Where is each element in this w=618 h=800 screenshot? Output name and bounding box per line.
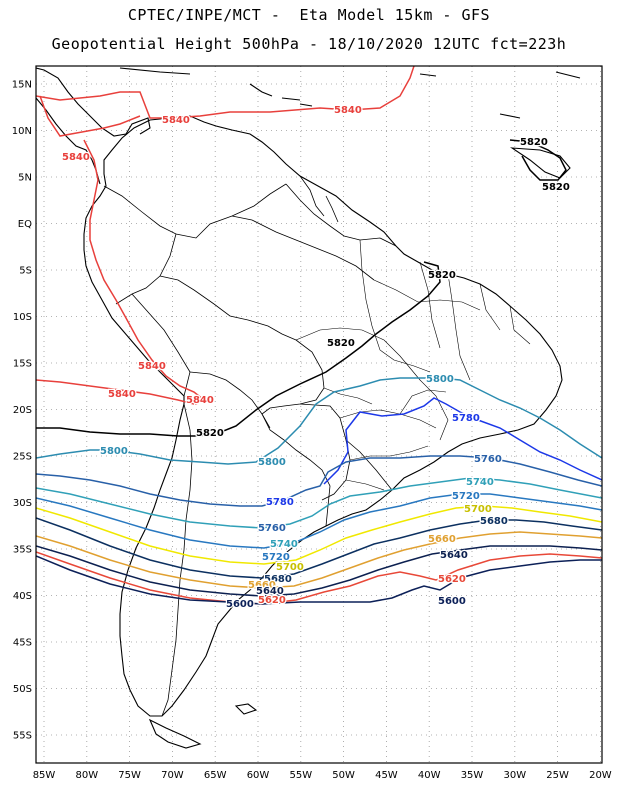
contour-5640	[36, 545, 602, 597]
contour-label-5840: 5840	[108, 389, 136, 400]
contour-label-5780: 5780	[266, 497, 294, 508]
contour-5780	[323, 397, 602, 485]
contour-5820-caribbean	[509, 139, 567, 181]
map-title-line-1: CPTEC/INPE/MCT - Eta Model 15km - GFS	[127, 6, 491, 24]
falklands	[234, 703, 258, 715]
contour-5840-south-pacific	[36, 379, 195, 405]
latitude-label: 55S	[13, 731, 32, 742]
contour-label-5680: 5680	[264, 574, 292, 585]
contour-label-5760: 5760	[258, 523, 286, 534]
latitude-label: 50S	[13, 684, 32, 695]
longitude-label: 40W	[418, 770, 441, 781]
longitude-label: 35W	[461, 770, 484, 781]
contour-5660	[36, 531, 602, 589]
latitude-label: EQ	[18, 219, 32, 230]
longitude-label: 85W	[33, 770, 56, 781]
contour-5680	[36, 517, 602, 579]
latitude-label: 15N	[12, 80, 32, 91]
longitude-label: 75W	[118, 770, 141, 781]
contour-5820-main	[36, 261, 441, 437]
trinidad	[509, 147, 571, 179]
contour-label-5700: 5700	[464, 504, 492, 515]
longitude-label: 30W	[503, 770, 526, 781]
longitude-label: 65W	[204, 770, 227, 781]
coastlines	[36, 67, 581, 749]
contour-label-5740: 5740	[270, 539, 298, 550]
contour-5840-north	[36, 66, 415, 119]
contour-5740	[36, 477, 602, 529]
contour-label-5600: 5600	[438, 596, 466, 607]
latitude-label: 5N	[18, 173, 32, 184]
longitude-label: 55W	[289, 770, 312, 781]
contour-label-5640: 5640	[256, 586, 284, 597]
contour-label-5660: 5660	[248, 580, 276, 591]
contour-label-5820: 5820	[196, 428, 224, 439]
latitude-labels: 15N 10N 5N EQ 5S 10S 15S 20S 25S 30S 35S 40S 45S 50S 5…	[12, 80, 32, 742]
latitude-label: 45S	[13, 638, 32, 649]
contour-label-5680: 5680	[480, 516, 508, 527]
contour-label-5840: 5840	[334, 105, 362, 116]
longitude-label: 50W	[332, 770, 355, 781]
country-borders	[103, 175, 397, 717]
map-title-line-2: Geopotential Height 500hPa - 18/10/2020 …	[51, 35, 567, 53]
longitude-label: 20W	[589, 770, 612, 781]
longitude-label: 70W	[161, 770, 184, 781]
contour-label-5760: 5760	[474, 454, 502, 465]
latitude-label: 15S	[13, 359, 32, 370]
longitude-labels: 85W 80W 75W 70W 65W 60W 55W 50W 45W 40W 35W 30W 25W 2…	[33, 770, 612, 781]
contour-label-5620: 5620	[438, 574, 466, 585]
state-borders	[295, 239, 531, 491]
contour-label-5840: 5840	[186, 395, 214, 406]
contour-5760	[36, 455, 602, 507]
latitude-label: 10S	[13, 312, 32, 323]
longitude-label: 45W	[375, 770, 398, 781]
latitude-label: 40S	[13, 591, 32, 602]
contour-label-5720: 5720	[262, 552, 290, 563]
latitude-label: 35S	[13, 545, 32, 556]
contour-label-5840: 5840	[138, 361, 166, 372]
latitude-label: 5S	[19, 266, 32, 277]
contour-label-5820: 5820	[520, 137, 548, 148]
latitude-label: 10N	[12, 126, 32, 137]
height-contours	[36, 66, 602, 605]
contour-label-5800: 5800	[258, 457, 286, 468]
contour-label-5740: 5740	[466, 477, 494, 488]
contour-5840-west	[39, 95, 141, 137]
longitude-label: 25W	[546, 770, 569, 781]
contour-label-5720: 5720	[452, 491, 480, 502]
contour-label-5840: 5840	[162, 115, 190, 126]
longitude-label: 80W	[75, 770, 98, 781]
contour-label-5840: 5840	[62, 152, 90, 163]
contour-label-5700: 5700	[276, 562, 304, 573]
contour-5840-andes	[83, 139, 206, 405]
contour-label-5820: 5820	[428, 270, 456, 281]
contour-5700	[36, 505, 602, 565]
longitude-label: 60W	[247, 770, 270, 781]
contour-label-5800: 5800	[426, 374, 454, 385]
map-frame	[35, 65, 603, 764]
graticule-grid	[36, 66, 602, 763]
contour-5600	[36, 555, 602, 605]
tierra-del-fuego	[148, 718, 202, 749]
contour-label-5640: 5640	[440, 550, 468, 561]
contour-label-5780: 5780	[452, 413, 480, 424]
contour-5800	[36, 377, 602, 465]
contour-label-5800: 5800	[100, 446, 128, 457]
latitude-label: 20S	[13, 405, 32, 416]
contour-5720	[36, 493, 602, 549]
contour-label-5820: 5820	[542, 182, 570, 193]
contour-5620	[36, 551, 602, 605]
contour-label-5620: 5620	[258, 595, 286, 606]
contour-label-5600: 5600	[226, 599, 254, 610]
contour-label-5820: 5820	[327, 338, 355, 349]
caribbean-islands	[119, 67, 581, 119]
contour-label-5660: 5660	[428, 534, 456, 545]
contour-labels: 5840 5840 5840 5840 5840 5840 5820 5820 …	[61, 104, 571, 612]
south-america-coast	[83, 115, 563, 717]
latitude-label: 25S	[13, 452, 32, 463]
latitude-label: 30S	[13, 498, 32, 509]
